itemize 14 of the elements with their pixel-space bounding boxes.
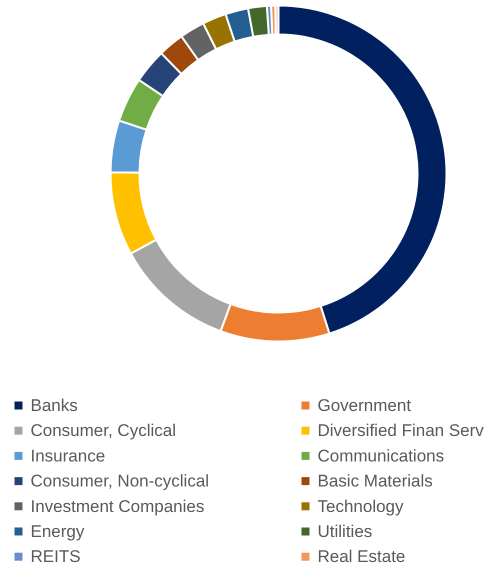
- legend-label: Communications: [318, 446, 444, 466]
- legend-label: Diversified Finan Serv: [318, 421, 484, 440]
- legend-label: Investment Companies: [30, 496, 204, 516]
- legend-label: Government: [318, 396, 412, 415]
- legend-label: Insurance: [30, 446, 106, 466]
- legend-label: Utilities: [318, 522, 372, 541]
- legend-label: Basic Materials: [318, 472, 433, 491]
- legend-label: Consumer, Cyclical: [30, 421, 176, 440]
- legend-label: Real Estate: [318, 547, 406, 566]
- legend-label: REITS: [30, 547, 81, 566]
- legend-label: Banks: [30, 396, 78, 415]
- legend-label: Technology: [318, 496, 404, 516]
- legend-label: Consumer, Non-cyclical: [30, 472, 210, 491]
- legend-label: Energy: [30, 522, 85, 541]
